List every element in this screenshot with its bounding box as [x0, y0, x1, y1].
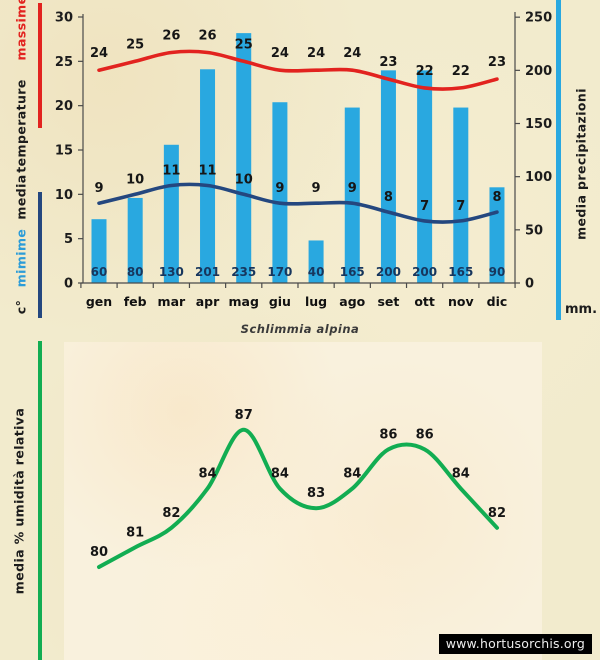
humidity-panel-background [64, 342, 542, 660]
right-axis-tick-label: 50 [525, 223, 543, 238]
precip-value-label: 200 [412, 265, 437, 279]
humidity-value-label: 84 [271, 467, 289, 482]
left-axis-tick-label: 5 [64, 232, 73, 247]
massime-value-label: 25 [126, 37, 144, 52]
humidity-value-label: 84 [452, 467, 470, 482]
mimime-value-label: 7 [420, 199, 429, 214]
mimime-value-label: 8 [384, 190, 393, 205]
precip-bar-set [380, 70, 396, 283]
precip-value-label: 40 [308, 265, 325, 279]
left-axis-tick-label: 20 [55, 99, 73, 114]
precip-bar-mar [163, 144, 179, 283]
mimime-value-label: 10 [126, 172, 144, 187]
massime-value-label: 23 [488, 55, 506, 70]
humidity-value-label: 84 [198, 467, 216, 482]
humidity-chart: 80 81 82 84 87 84 83 84 86 86 84 82 [90, 408, 506, 569]
humidity-legend-bar [38, 341, 42, 660]
precip-value-label: 170 [267, 265, 292, 279]
precip-value-label: 60 [91, 265, 108, 279]
mimime-value-label: 9 [94, 181, 103, 196]
month-label: mar [158, 294, 186, 309]
temperature-precipitation-chart: 0 5 10 15 20 25 30 0 50 100 150 200 250 gen feb mar apr m… [55, 10, 552, 309]
humidity-value-label: 82 [488, 506, 506, 521]
left-axis-tick-label: 30 [55, 10, 73, 25]
precip-bar-dic [489, 187, 505, 283]
precip-bar-mag [236, 33, 252, 284]
right-axis-tick-label: 250 [525, 11, 552, 26]
month-label: dic [487, 294, 508, 309]
precip-value-label: 80 [127, 265, 144, 279]
month-label: set [377, 294, 399, 309]
massime-value-label: 22 [416, 64, 434, 79]
mm-unit-label: mm. [565, 302, 598, 317]
precip-value-label: 201 [195, 265, 220, 279]
month-label: lug [305, 294, 327, 309]
precip-bar-apr [200, 69, 216, 283]
humidity-value-label: 84 [343, 467, 361, 482]
mimime-value-label: 11 [198, 163, 216, 178]
humidity-value-label: 81 [126, 525, 144, 540]
watermark: www.hortusorchis.org [438, 634, 592, 654]
precip-bar-ott [417, 70, 433, 283]
right-axis-tick-label: 200 [525, 64, 552, 79]
month-label: feb [124, 294, 147, 309]
right-axis-tick-label: 100 [525, 170, 552, 185]
precip-value-label: 130 [159, 265, 184, 279]
left-axis-tick-label: 15 [55, 143, 73, 158]
mimime-value-label: 9 [348, 181, 357, 196]
massime-value-label: 26 [162, 28, 180, 43]
massime-value-label: 25 [235, 37, 253, 52]
precip-value-label: 165 [340, 265, 365, 279]
precip-value-label: 90 [489, 265, 506, 279]
precipitation-legend-bar [556, 0, 561, 320]
precip-bar-lug [308, 240, 324, 283]
mimime-value-label: 9 [275, 181, 284, 196]
mimime-value-label: 8 [492, 190, 501, 205]
month-label: giu [269, 294, 291, 309]
massime-value-label: 23 [379, 55, 397, 70]
mimime-value-label: 9 [312, 181, 321, 196]
month-label: gen [86, 294, 112, 309]
humidity-value-label: 82 [162, 506, 180, 521]
humidity-value-label: 86 [379, 427, 397, 442]
month-label: apr [196, 294, 220, 309]
precip-value-label: 235 [231, 265, 256, 279]
precip-bar-gen [91, 219, 107, 283]
massime-value-label: 24 [343, 46, 361, 61]
left-axis-tick-label: 25 [55, 55, 73, 70]
mimime-value-label: 7 [456, 199, 465, 214]
month-label: mag [229, 294, 259, 309]
month-label: ago [339, 294, 365, 309]
massime-value-label: 24 [307, 46, 325, 61]
precip-bar-feb [127, 197, 143, 283]
precip-value-label: 165 [448, 265, 473, 279]
month-label: ott [414, 294, 435, 309]
month-label: nov [448, 294, 474, 309]
humidity-value-label: 83 [307, 486, 325, 501]
mimime-value-label: 11 [162, 163, 180, 178]
mimime-legend-bar [38, 192, 42, 318]
massime-value-label: 22 [452, 64, 470, 79]
humidity-value-label: 80 [90, 545, 108, 560]
humidity-value-label: 87 [235, 408, 253, 423]
left-axis-tick-label: 10 [55, 188, 73, 203]
mimime-value-label: 10 [235, 172, 253, 187]
massime-line [97, 49, 499, 91]
right-axis-tick-label: 0 [525, 277, 534, 292]
left-axis-tick-label: 0 [64, 277, 73, 292]
precip-value-label: 200 [376, 265, 401, 279]
precip-bar-giu [272, 102, 288, 283]
right-axis-tick-label: 150 [525, 117, 552, 132]
massime-value-label: 24 [271, 46, 289, 61]
mimime-line [97, 182, 499, 224]
massime-value-label: 24 [90, 46, 108, 61]
humidity-value-label: 86 [416, 427, 434, 442]
precip-bar-nov [453, 107, 469, 283]
massime-legend-bar [38, 3, 42, 128]
species-title: Schlimmia alpina [240, 322, 360, 336]
precip-bar-ago [344, 107, 360, 283]
humidity-line [97, 427, 499, 569]
massime-value-label: 26 [198, 28, 216, 43]
